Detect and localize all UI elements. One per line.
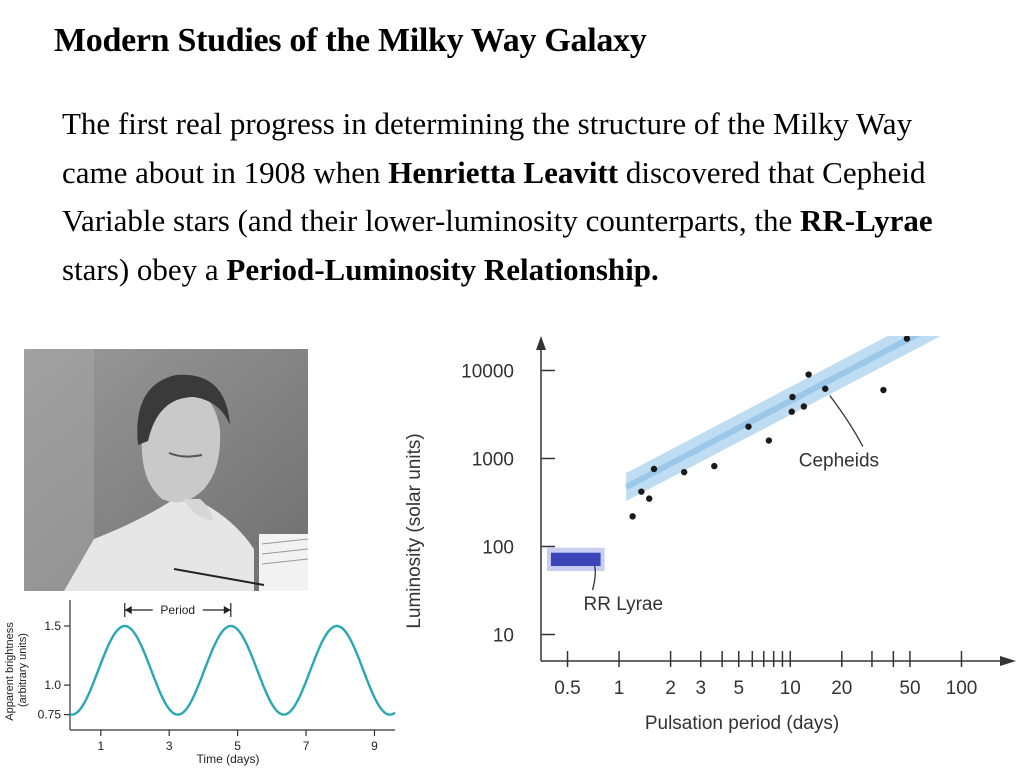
pl-y-tick-label: 1000 [472, 449, 514, 470]
cepheid-point [745, 423, 752, 430]
lc-y-axis-label-line1: Apparent brightness [4, 622, 16, 721]
pl-y-tick-label: 10000 [461, 361, 514, 382]
cepheid-point [638, 488, 645, 495]
lc-y-tick-label: 1.0 [44, 678, 61, 692]
cepheid-point [805, 371, 812, 378]
rr-lyrae-term: RR-Lyrae [800, 203, 933, 238]
cepheid-point [629, 513, 636, 520]
pl-x-tick-label: 5 [733, 678, 744, 699]
cepheid-point [880, 386, 887, 394]
pl-y-tick-label: 10 [493, 626, 514, 647]
pl-x-axis-label: Pulsation period (days) [645, 713, 839, 734]
lc-y-tick-label: 0.75 [38, 708, 62, 722]
lc-y-axis-label-line2: (arbitrary units) [17, 633, 29, 707]
cepheid-point [822, 385, 829, 392]
lc-x-axis-label: Time (days) [197, 752, 260, 766]
cepheid-relation-band [626, 336, 941, 502]
lc-y-axis-label: Apparent brightness (arbitrary units) [4, 619, 29, 721]
pl-x-tick-label: 20 [831, 678, 852, 699]
body-text-2: discovered that Cepheid Variable stars (… [62, 154, 926, 239]
cepheid-point [650, 465, 658, 473]
period-luminosity-chart: 10 100 1000 10000 0.5 1 2 3 5 10 20 50 100 Cepheids… [404, 336, 1016, 734]
pl-x-tick-label: 3 [695, 678, 706, 699]
lc-x-tick-label: 9 [371, 739, 378, 753]
rr-lyrae-leader [591, 565, 596, 591]
pl-x-tick-label: 100 [946, 678, 978, 699]
brightness-curve [69, 624, 396, 716]
lc-x-tick-label: 3 [166, 739, 173, 753]
lc-x-tick-label: 1 [97, 739, 104, 753]
period-luminosity-term: Period-Luminosity Relationship. [226, 251, 659, 287]
pl-y-tick-label: 100 [482, 538, 514, 559]
leavitt-name: Henrietta Leavitt [388, 154, 619, 190]
cepheid-point [680, 468, 688, 476]
leavitt-photo [24, 349, 308, 591]
cepheid-point [903, 336, 911, 342]
body-paragraph: The first real progress in determining t… [62, 100, 982, 294]
lc-y-tick-label: 1.5 [44, 619, 61, 633]
pl-x-tick-label: 10 [780, 678, 801, 699]
pl-x-axis-arrow [1000, 656, 1016, 666]
cepheids-leader [829, 395, 864, 447]
cepheid-point [646, 495, 653, 502]
cepheid-point [788, 408, 795, 415]
body-text-1: The first real progress in determining t… [62, 106, 913, 190]
cepheid-point [765, 437, 773, 444]
body-text-3: stars) obey a [62, 251, 227, 287]
light-curve-chart: 0.75 1.0 1.5 1 3 5 7 9 Period Time (days) Appa… [4, 600, 396, 766]
cepheid-point [711, 462, 718, 470]
pl-x-tick-label: 50 [899, 678, 920, 699]
rr-lyrae-region [550, 552, 601, 567]
cepheids-label: Cepheids [799, 451, 879, 472]
period-marker [124, 603, 232, 617]
rr-lyrae-label: RR Lyrae [584, 594, 664, 615]
lc-x-tick-label: 5 [234, 739, 241, 753]
pl-y-axis-label: Luminosity (solar units) [404, 433, 425, 628]
pl-y-axis-arrow [536, 336, 546, 350]
slide-title: Modern Studies of the Milky Way Galaxy [54, 22, 647, 59]
period-label: Period [160, 603, 195, 617]
pl-x-tick-label: 1 [614, 678, 625, 699]
pl-x-tick-label: 2 [665, 678, 676, 699]
cepheid-point [789, 393, 796, 401]
cepheid-point [800, 403, 808, 410]
lc-x-tick-label: 7 [303, 739, 310, 753]
pl-x-tick-label: 0.5 [554, 678, 580, 699]
